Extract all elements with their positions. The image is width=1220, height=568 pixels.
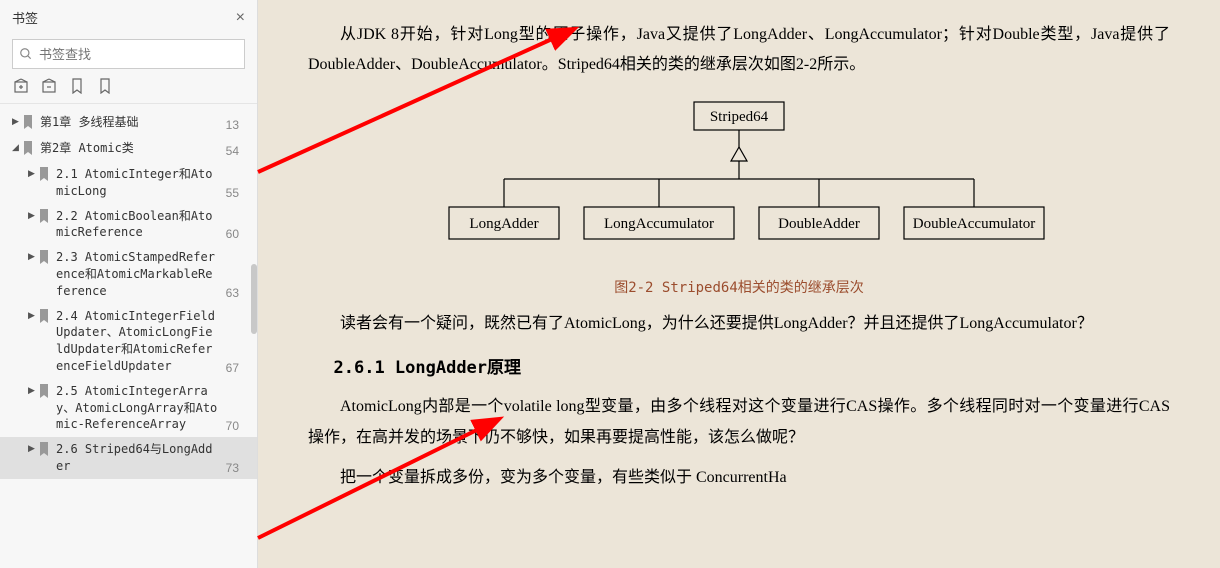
bookmark-item-4[interactable]: ▶ 2.3 AtomicStampedReference和AtomicMarkab…	[0, 245, 257, 303]
diagram-child-3: DoubleAccumulator	[913, 216, 1035, 232]
sidebar-header: 书签 ×	[0, 0, 257, 35]
bookmark-label: 2.5 AtomicIntegerArray、AtomicLongArray和A…	[56, 383, 249, 433]
bookmark-item-2[interactable]: ▶ 2.1 AtomicInteger和AtomicLong55	[0, 162, 257, 204]
bookmark-label: 2.6 Striped64与LongAdder	[56, 441, 249, 475]
bookmark-toolbar	[0, 77, 257, 104]
paragraph-2: 读者会有一个疑问，既然已有了AtomicLong，为什么还要提供LongAdde…	[308, 309, 1170, 339]
sidebar-title: 书签	[12, 8, 38, 27]
bookmark-item-5[interactable]: ▶ 2.4 AtomicIntegerFieldUpdater、AtomicLon…	[0, 304, 257, 379]
bookmark-label: 2.2 AtomicBoolean和AtomicReference	[56, 208, 249, 242]
section-heading: 2.6.1 LongAdder原理	[334, 353, 1171, 378]
bookmark-page-number: 73	[226, 461, 239, 475]
chevron-right-icon[interactable]: ▶	[28, 210, 38, 221]
bookmark-page-icon	[38, 250, 52, 267]
bookmark-page-number: 60	[226, 227, 239, 241]
collapse-all-icon[interactable]	[40, 77, 58, 95]
bookmark-page-icon	[22, 115, 36, 132]
document-content: 从JDK 8开始，针对Long型的原子操作，Java又提供了LongAdder、…	[258, 0, 1220, 568]
diagram-child-0: LongAdder	[469, 216, 538, 232]
diagram-child-1: LongAccumulator	[604, 216, 714, 232]
bookmark-item-7[interactable]: ▶ 2.6 Striped64与LongAdder73	[0, 437, 257, 479]
bookmark-page-icon	[38, 309, 52, 326]
bookmark-page-number: 67	[226, 361, 239, 375]
bookmark-page-number: 70	[226, 419, 239, 433]
chevron-right-icon[interactable]: ▶	[28, 168, 38, 179]
chevron-right-icon[interactable]: ▶	[28, 310, 38, 321]
paragraph-1: 从JDK 8开始，针对Long型的原子操作，Java又提供了LongAdder、…	[308, 20, 1170, 81]
diagram-root-label: Striped64	[710, 109, 769, 125]
bookmark-page-number: 54	[226, 144, 239, 158]
chevron-right-icon[interactable]: ▶	[12, 116, 22, 127]
diagram-svg: Striped64 LongAdder LongAccumulator Doub…	[429, 97, 1049, 262]
bookmark-item-3[interactable]: ▶ 2.2 AtomicBoolean和AtomicReference60	[0, 204, 257, 246]
bookmark-page-number: 13	[226, 118, 239, 132]
bookmark-item-0[interactable]: ▶ 第1章 多线程基础13	[0, 110, 257, 136]
bookmark-outline-icon[interactable]	[96, 77, 114, 95]
bookmark-page-icon	[38, 442, 52, 459]
search-input[interactable]	[39, 47, 238, 62]
search-icon	[19, 47, 33, 61]
bookmark-page-icon	[38, 209, 52, 226]
chevron-right-icon[interactable]: ▶	[28, 251, 38, 262]
close-icon[interactable]: ×	[236, 9, 245, 27]
scrollbar-thumb[interactable]	[251, 264, 257, 334]
bookmark-icon[interactable]	[68, 77, 86, 95]
diagram-child-2: DoubleAdder	[778, 216, 860, 232]
expand-all-icon[interactable]	[12, 77, 30, 95]
bookmark-label: 2.1 AtomicInteger和AtomicLong	[56, 166, 249, 200]
chevron-right-icon[interactable]: ▶	[28, 443, 38, 454]
bookmark-label: 第2章 Atomic类	[40, 140, 249, 157]
bookmark-list[interactable]: ▶ 第1章 多线程基础13 ◢ 第2章 Atomic类54 ▶ 2.1 AtomicInt…	[0, 104, 257, 568]
bookmark-page-number: 63	[226, 286, 239, 300]
chevron-right-icon[interactable]: ▶	[28, 385, 38, 396]
paragraph-4: 把一个变量拆成多份，变为多个变量，有些类似于 ConcurrentHa	[308, 463, 1170, 493]
bookmark-label: 2.4 AtomicIntegerFieldUpdater、AtomicLong…	[56, 308, 249, 375]
bookmark-page-icon	[22, 141, 36, 158]
figure-caption: 图2-2 Striped64相关的类的继承层次	[308, 277, 1170, 297]
bookmark-label: 2.3 AtomicStampedReference和AtomicMarkabl…	[56, 249, 249, 299]
search-box[interactable]	[12, 39, 245, 69]
bookmark-page-icon	[38, 384, 52, 401]
bookmark-label: 第1章 多线程基础	[40, 114, 249, 131]
class-hierarchy-diagram: Striped64 LongAdder LongAccumulator Doub…	[429, 97, 1049, 267]
bookmarks-sidebar: 书签 × ▶ 第1章 多线程基础13 ◢ 第2章 Atomic类54 ▶ 2.1 Atom…	[0, 0, 258, 568]
chevron-down-icon[interactable]: ◢	[12, 142, 22, 153]
bookmark-page-icon	[38, 167, 52, 184]
bookmark-page-number: 55	[226, 186, 239, 200]
paragraph-3: AtomicLong内部是一个volatile long型变量，由多个线程对这个…	[308, 392, 1170, 453]
bookmark-item-1[interactable]: ◢ 第2章 Atomic类54	[0, 136, 257, 162]
bookmark-item-6[interactable]: ▶ 2.5 AtomicIntegerArray、AtomicLongArray和…	[0, 379, 257, 437]
